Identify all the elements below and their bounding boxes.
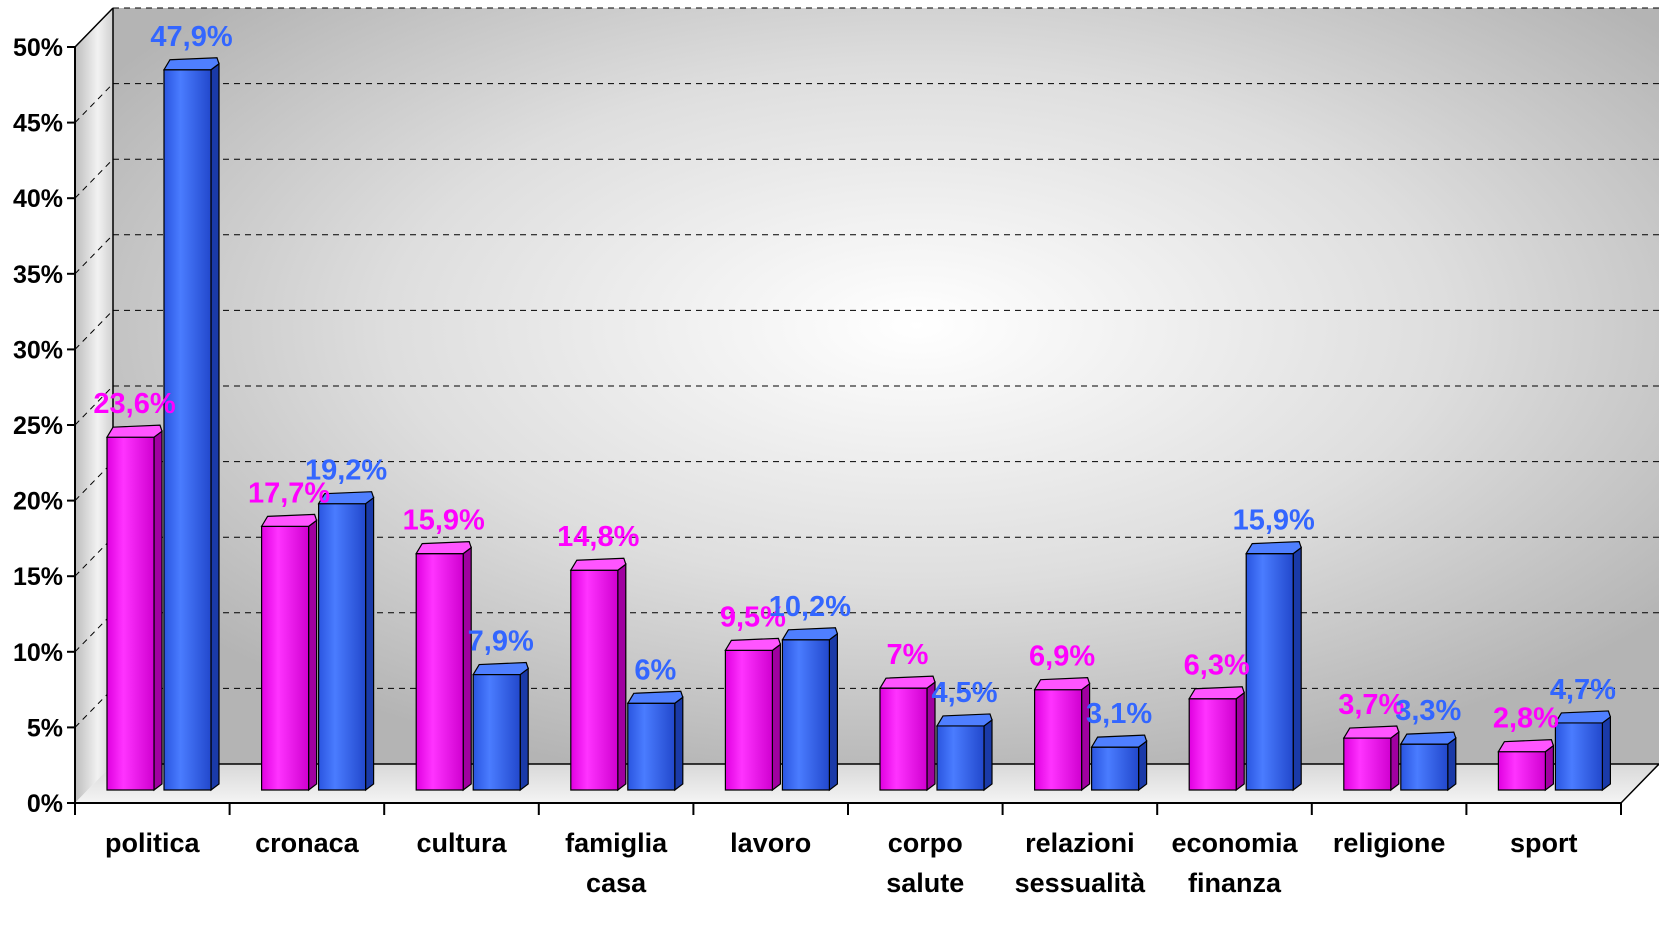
bar-blue — [1245, 540, 1302, 792]
bar-blue — [472, 661, 529, 792]
bar-magenta — [1033, 677, 1091, 792]
bar-magenta — [569, 557, 627, 792]
grid-line-diagonal — [74, 310, 114, 350]
data-label: 9,5% — [720, 601, 786, 633]
data-label: 6% — [634, 654, 676, 686]
data-label: 4,7% — [1550, 674, 1616, 706]
data-label: 23,6% — [93, 388, 175, 420]
data-label: 2,8% — [1493, 703, 1559, 735]
grid-line-diagonal — [74, 158, 114, 199]
bar-magenta — [724, 637, 782, 792]
y-tick-label: 20% — [13, 488, 63, 516]
y-tick-label: 10% — [13, 639, 63, 667]
bar-magenta — [1188, 686, 1245, 792]
grid-line-diagonal — [74, 234, 114, 275]
y-tick-label: 40% — [13, 185, 63, 213]
data-label: 3,7% — [1338, 689, 1404, 721]
data-label: 47,9% — [150, 21, 232, 53]
bar-magenta — [1497, 739, 1555, 792]
data-label: 7,9% — [468, 626, 534, 658]
bar-blue — [781, 627, 839, 792]
y-tick-label: 35% — [13, 261, 63, 289]
x-tick-label: lavoro — [730, 828, 811, 858]
grid-line-diagonal — [74, 385, 114, 426]
side-wall-top-edge — [74, 7, 114, 48]
bar-magenta — [260, 513, 318, 792]
x-tick-label: cultura — [416, 828, 507, 858]
y-tick-label: 25% — [13, 412, 63, 440]
bar-blue — [1554, 710, 1612, 792]
x-tick-label: famiglia casa — [565, 828, 668, 898]
data-label: 14,8% — [557, 521, 639, 553]
y-tick-label: 5% — [27, 714, 63, 742]
x-tick-label: relazioni sessualità — [1015, 828, 1147, 898]
data-label: 6,3% — [1184, 650, 1250, 682]
data-label: 19,2% — [305, 455, 387, 487]
category-labels: politica cronaca cultura famiglia casa lavoro… — [105, 828, 1577, 898]
grid-line-diagonal — [74, 83, 114, 123]
floor-right-edge — [1620, 763, 1659, 804]
x-tick-label: religione — [1333, 828, 1446, 858]
bars — [105, 57, 1612, 792]
bar-blue — [1090, 734, 1148, 792]
grid-lines — [74, 7, 1659, 728]
bar-blue — [162, 57, 220, 792]
x-axis-ticks — [74, 803, 1622, 815]
value-labels: 23,6% 47,9% 17,7%19,2% 15,9% 7,9% 14,8% 6% 9,5%… — [93, 21, 1616, 735]
y-tick-label: 15% — [13, 563, 63, 591]
data-label: 15,9% — [403, 505, 485, 537]
bar-blue — [1399, 731, 1457, 792]
y-tick-label: 0% — [27, 790, 63, 818]
data-label: 10,2% — [769, 591, 851, 623]
bar-magenta — [105, 424, 163, 792]
data-label: 3,3% — [1395, 695, 1461, 727]
data-label: 15,9% — [1233, 505, 1315, 537]
y-tick-label: 45% — [13, 110, 63, 138]
bar-blue — [317, 491, 375, 792]
bar-magenta — [415, 540, 472, 792]
bar-blue — [626, 690, 684, 792]
x-tick-label: politica — [105, 828, 200, 858]
y-axis-ticks: 0% 5% 10% 15% 20% 25% 30% 35% 40% 45% 50% — [13, 34, 75, 818]
y-tick-label: 50% — [13, 34, 63, 62]
bar-magenta — [1342, 725, 1400, 792]
y-tick-label: 30% — [13, 336, 63, 364]
bar-blue — [935, 713, 993, 792]
x-tick-label: sport — [1510, 828, 1578, 858]
x-tick-label: cronaca — [255, 828, 360, 858]
x-tick-label: economia finanza — [1171, 828, 1298, 898]
x-tick-label: corpo salute — [886, 828, 964, 898]
data-label: 7% — [887, 639, 929, 671]
data-label: 4,5% — [931, 677, 997, 709]
bar-magenta — [878, 675, 936, 792]
data-label: 3,1% — [1086, 698, 1152, 730]
data-label: 6,9% — [1029, 641, 1095, 673]
data-label: 17,7% — [248, 477, 330, 509]
